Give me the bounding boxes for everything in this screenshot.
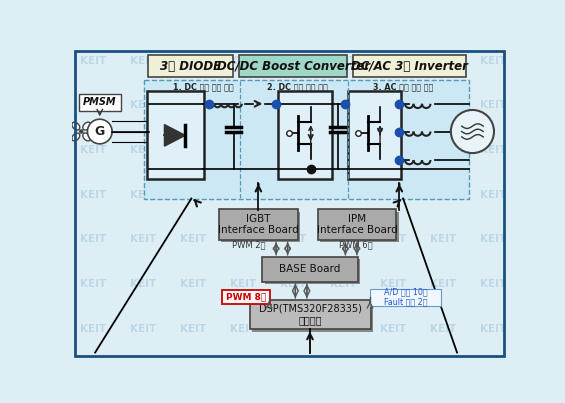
Text: KEIT: KEIT <box>280 324 306 334</box>
Text: KEIT: KEIT <box>230 56 256 66</box>
Ellipse shape <box>83 122 90 130</box>
Text: KEIT: KEIT <box>430 235 457 244</box>
Text: KEIT: KEIT <box>180 190 206 200</box>
Text: KEIT: KEIT <box>80 190 106 200</box>
Text: KEIT: KEIT <box>480 324 506 334</box>
FancyBboxPatch shape <box>148 55 233 77</box>
Text: KEIT: KEIT <box>230 190 256 200</box>
FancyBboxPatch shape <box>221 212 300 242</box>
Text: DC/DC Boost Converter: DC/DC Boost Converter <box>216 60 370 73</box>
FancyBboxPatch shape <box>370 289 441 305</box>
Text: KEIT: KEIT <box>430 56 457 66</box>
Text: KEIT: KEIT <box>330 324 357 334</box>
Text: KEIT: KEIT <box>130 279 156 289</box>
Text: PWM 6선: PWM 6선 <box>338 240 372 249</box>
Text: KEIT: KEIT <box>180 324 206 334</box>
Text: KEIT: KEIT <box>80 100 106 110</box>
Text: KEIT: KEIT <box>130 56 156 66</box>
Text: DC/AC 3상 Inverter: DC/AC 3상 Inverter <box>351 60 468 73</box>
Text: KEIT: KEIT <box>280 279 306 289</box>
Text: DSP(TMS320F28335)
제어보드: DSP(TMS320F28335) 제어보드 <box>259 304 362 326</box>
Text: KEIT: KEIT <box>230 100 256 110</box>
FancyBboxPatch shape <box>147 91 205 179</box>
FancyBboxPatch shape <box>262 257 358 282</box>
FancyBboxPatch shape <box>79 94 120 111</box>
Text: KEIT: KEIT <box>430 279 457 289</box>
Circle shape <box>88 119 112 144</box>
Text: PWM 8선: PWM 8선 <box>226 293 266 301</box>
Text: KEIT: KEIT <box>480 56 506 66</box>
Text: KEIT: KEIT <box>180 279 206 289</box>
FancyBboxPatch shape <box>347 91 401 179</box>
Text: KEIT: KEIT <box>380 279 406 289</box>
Text: KEIT: KEIT <box>180 100 206 110</box>
Text: KEIT: KEIT <box>380 235 406 244</box>
Text: KEIT: KEIT <box>130 145 156 155</box>
Text: KEIT: KEIT <box>80 324 106 334</box>
FancyBboxPatch shape <box>353 55 466 77</box>
Text: G: G <box>94 125 105 138</box>
Ellipse shape <box>72 133 80 141</box>
FancyBboxPatch shape <box>318 209 396 240</box>
FancyBboxPatch shape <box>264 260 360 284</box>
Ellipse shape <box>83 133 90 141</box>
Text: 3. AC 전압 전류 센싱: 3. AC 전압 전류 센싱 <box>373 82 433 91</box>
Circle shape <box>80 130 83 133</box>
Text: 2. DC 전압 전류 센싱: 2. DC 전압 전류 센싱 <box>267 82 327 91</box>
Text: KEIT: KEIT <box>280 100 306 110</box>
Text: KEIT: KEIT <box>80 235 106 244</box>
Text: KEIT: KEIT <box>480 235 506 244</box>
Text: KEIT: KEIT <box>180 145 206 155</box>
Text: KEIT: KEIT <box>280 56 306 66</box>
Text: KEIT: KEIT <box>130 324 156 334</box>
FancyBboxPatch shape <box>239 55 347 77</box>
Polygon shape <box>164 125 185 146</box>
Text: PWM 2선: PWM 2선 <box>232 240 266 249</box>
Text: KEIT: KEIT <box>330 279 357 289</box>
Text: IPM
Interface Board: IPM Interface Board <box>316 214 397 235</box>
Text: KEIT: KEIT <box>230 235 256 244</box>
FancyBboxPatch shape <box>250 300 371 329</box>
FancyBboxPatch shape <box>222 290 270 304</box>
Text: KEIT: KEIT <box>330 190 357 200</box>
Text: KEIT: KEIT <box>430 324 457 334</box>
Text: KEIT: KEIT <box>480 190 506 200</box>
Text: KEIT: KEIT <box>280 190 306 200</box>
Text: KEIT: KEIT <box>480 145 506 155</box>
Text: KEIT: KEIT <box>430 145 457 155</box>
Text: KEIT: KEIT <box>80 56 106 66</box>
Text: IGBT
Interface Board: IGBT Interface Board <box>218 214 299 235</box>
Text: KEIT: KEIT <box>380 100 406 110</box>
Text: KEIT: KEIT <box>380 56 406 66</box>
Text: KEIT: KEIT <box>280 235 306 244</box>
Text: 1. DC 전압 전류 센싱: 1. DC 전압 전류 센싱 <box>173 82 233 91</box>
Text: BASE Board: BASE Board <box>279 264 341 274</box>
Text: KEIT: KEIT <box>230 145 256 155</box>
Text: 3상 DIODE: 3상 DIODE <box>160 60 221 73</box>
Text: KEIT: KEIT <box>130 100 156 110</box>
Text: KEIT: KEIT <box>330 56 357 66</box>
Text: KEIT: KEIT <box>80 279 106 289</box>
Text: KEIT: KEIT <box>80 145 106 155</box>
Text: KEIT: KEIT <box>330 145 357 155</box>
FancyBboxPatch shape <box>219 209 298 240</box>
Text: KEIT: KEIT <box>180 56 206 66</box>
Text: KEIT: KEIT <box>430 190 457 200</box>
Circle shape <box>451 110 494 153</box>
Text: PMSM: PMSM <box>83 97 116 107</box>
Text: KEIT: KEIT <box>180 235 206 244</box>
Text: KEIT: KEIT <box>380 324 406 334</box>
Text: KEIT: KEIT <box>480 100 506 110</box>
Text: KEIT: KEIT <box>230 324 256 334</box>
FancyBboxPatch shape <box>279 91 332 179</box>
FancyBboxPatch shape <box>320 212 398 242</box>
Ellipse shape <box>72 122 80 130</box>
FancyBboxPatch shape <box>145 80 470 199</box>
FancyBboxPatch shape <box>252 303 373 332</box>
Text: KEIT: KEIT <box>380 145 406 155</box>
Text: KEIT: KEIT <box>380 190 406 200</box>
Text: KEIT: KEIT <box>130 235 156 244</box>
Text: KEIT: KEIT <box>430 100 457 110</box>
Text: KEIT: KEIT <box>280 145 306 155</box>
Text: KEIT: KEIT <box>330 100 357 110</box>
